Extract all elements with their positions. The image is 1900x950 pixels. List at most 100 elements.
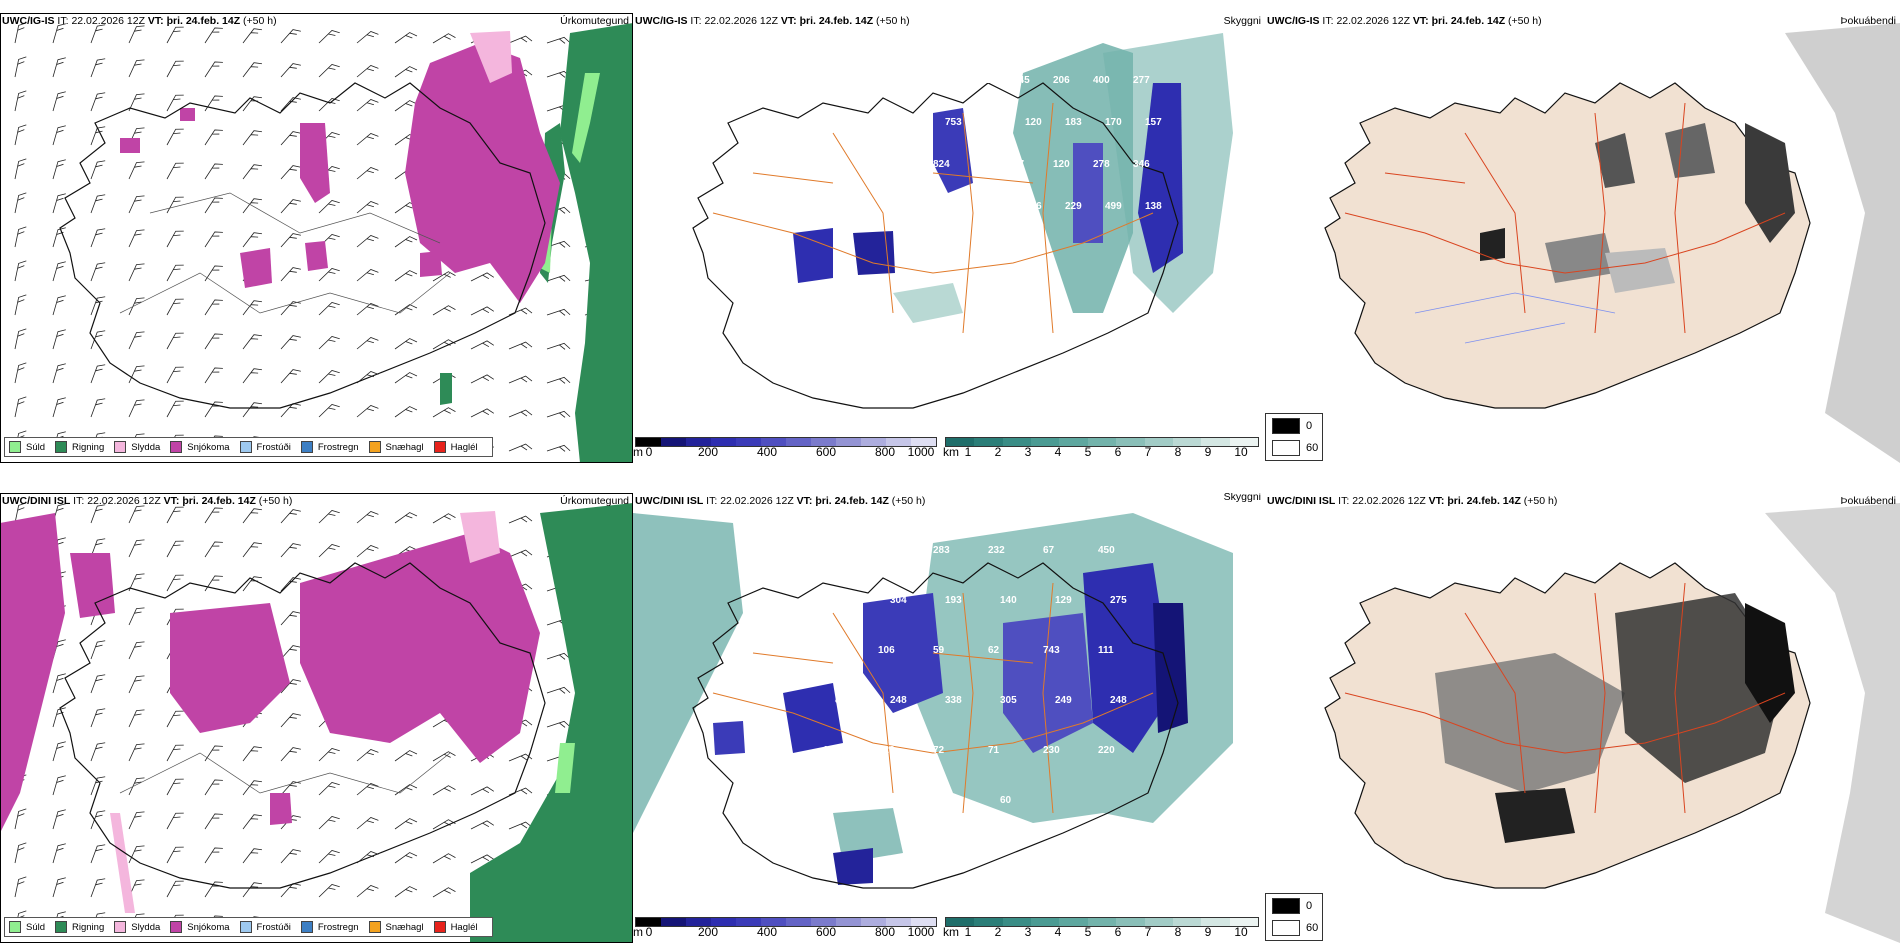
wind-barb [280, 781, 301, 796]
wind-barb [128, 161, 145, 180]
wind-barb [318, 404, 340, 418]
wind-barb [52, 57, 66, 78]
wind-barb [242, 368, 262, 384]
wind-barb [394, 512, 418, 524]
wind-barb [128, 297, 145, 316]
wind-barb [318, 782, 340, 796]
wind-barb [128, 229, 145, 248]
vt-label: VT: [1412, 15, 1429, 27]
visibility-unit: km [943, 445, 959, 459]
wind-barb [128, 365, 145, 384]
model-name: UWC/DINI ISL [635, 495, 704, 507]
wind-barb [318, 268, 340, 282]
wind-barb [52, 673, 66, 694]
lead-time: (+50 h) [258, 495, 293, 507]
it-label: IT: [690, 15, 702, 27]
it-value: 22.02.2026 12Z [720, 495, 794, 507]
wind-barb [166, 574, 184, 592]
wind-barb [508, 753, 533, 762]
wind-barb [204, 129, 223, 146]
swatch [300, 441, 313, 453]
wind-barb [14, 90, 27, 112]
visibility-map-top: 209 291 145 206 400 277 753 154 120 183 170 157 824 9… [692, 33, 1233, 409]
colorbar-step [661, 918, 686, 926]
ceiling-unit: m [633, 445, 643, 459]
ceiling-value-label: 157 [823, 745, 840, 756]
ceiling-value-label: 123 [823, 545, 840, 556]
wind-barb [546, 308, 571, 316]
wind-barb [128, 743, 145, 762]
wind-barb [356, 545, 379, 558]
wind-barb [394, 100, 418, 112]
wind-barb [470, 306, 495, 316]
wind-barb [356, 235, 379, 248]
ceiling-tick: 600 [815, 445, 837, 459]
wind-barb [90, 398, 106, 418]
panel-title-top-b: UWC/IG-IS IT: 22.02.2026 12Z VT: þri. 24… [635, 15, 910, 27]
fog-swatch-white [1272, 920, 1300, 936]
wind-barb [394, 784, 418, 796]
ceiling-value-label: 248 [1110, 695, 1127, 706]
ceiling-value-label: 450 [1098, 545, 1115, 556]
fog-legend-bottom: 0 60 [1265, 893, 1323, 941]
ceiling-value-label: 182 [835, 795, 852, 806]
legend-item-snjokoma: Snjókoma [170, 921, 230, 933]
visibility-tick: 4 [1054, 445, 1062, 459]
ceiling-tick: 200 [697, 925, 719, 939]
wind-barb [242, 508, 262, 524]
ceiling-value-label: 120 [1025, 117, 1042, 128]
wind-barb [280, 335, 301, 350]
ceiling-value-label: 232 [988, 545, 1005, 556]
wind-barb [128, 539, 145, 558]
wind-barb [52, 877, 66, 898]
legend-item-sudl: Súld [9, 441, 45, 453]
ceiling-tick: 0 [645, 925, 653, 939]
wind-barb [356, 167, 379, 180]
wind-barb [432, 513, 456, 524]
wind-barb [318, 64, 340, 78]
visibility-map-bottom: 123 821 283 232 67 450 594 304 193 140 129 275 146 10… [633, 513, 1233, 889]
vt-label: VT: [163, 495, 180, 507]
ceiling-value-label: 278 [1093, 159, 1110, 170]
wind-barb [52, 91, 66, 112]
wind-barb [14, 362, 27, 384]
wind-barb [546, 274, 571, 282]
wind-barb [280, 713, 301, 728]
ceiling-value-label: 209 [933, 75, 950, 86]
wind-barb [166, 400, 184, 418]
wind-barb [52, 809, 66, 830]
wind-barb [470, 786, 495, 796]
visibility-bar [945, 917, 1259, 927]
wind-barb [90, 844, 106, 864]
ceiling-tick: 1000 [907, 445, 935, 459]
colorbar-step [661, 438, 686, 446]
colorbar-step [974, 438, 1003, 446]
ceiling-value-label: 102 [890, 795, 907, 806]
wind-barb [14, 294, 27, 316]
ceiling-value-label: 120 [1053, 159, 1070, 170]
legend-item-snaehagl: Snæhagl [368, 921, 424, 933]
wind-barb [356, 783, 379, 796]
wind-barb [166, 264, 184, 282]
wind-barb [52, 159, 66, 180]
ceiling-value-label: 97 [1013, 159, 1025, 170]
ceiling-colorbar-top: m 0 200 400 600 800 1000 [633, 437, 943, 461]
ceiling-bar [635, 437, 937, 447]
wind-barb [508, 443, 533, 452]
wind-barb [52, 193, 66, 214]
wind-barb [242, 130, 262, 146]
wind-barb [166, 744, 184, 762]
ceiling-value-label: 229 [1065, 201, 1082, 212]
ceiling-tick: 400 [756, 445, 778, 459]
fog-legend-label: 60 [1306, 442, 1319, 454]
wind-barb [356, 371, 379, 384]
legend-label: Snæhagl [385, 921, 424, 933]
fog-swatch-black [1272, 898, 1300, 914]
wind-barb [90, 674, 106, 694]
wind-barb [242, 542, 262, 558]
wind-barb [204, 367, 223, 384]
wind-barb [280, 267, 301, 282]
wind-barb [394, 236, 418, 248]
fog-panel-bottom: UWC/DINI ISL IT: 22.02.2026 12Z VT: þri.… [1265, 493, 1900, 943]
wind-barb [318, 510, 340, 524]
